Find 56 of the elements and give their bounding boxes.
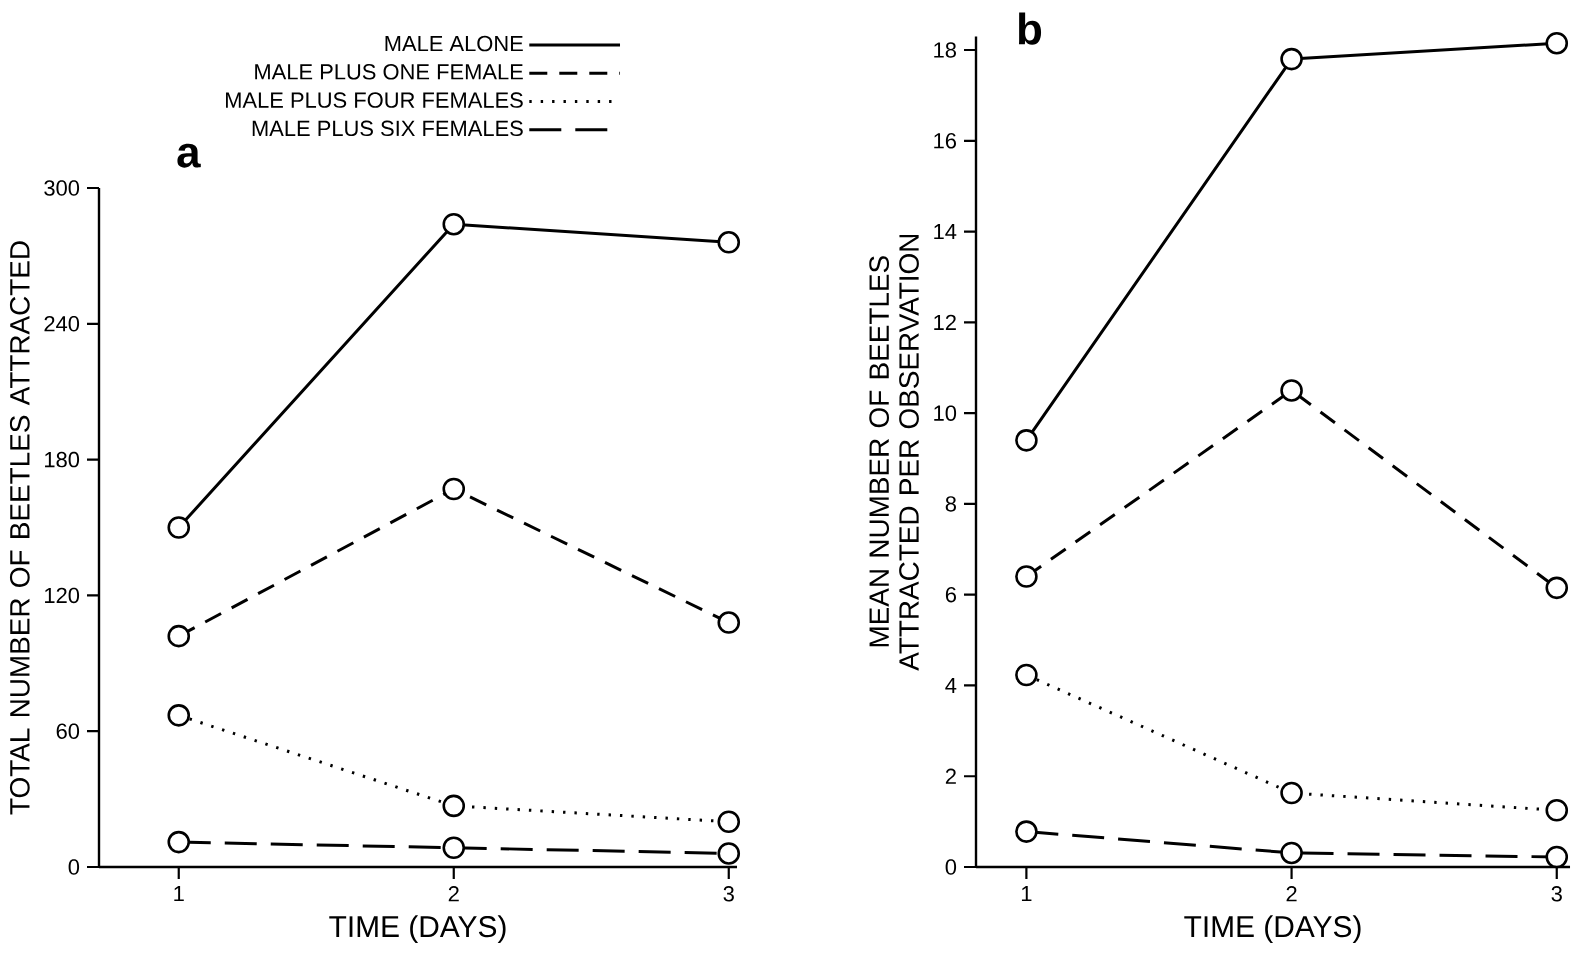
y-tick-label: 60: [56, 723, 80, 739]
y-tick-label: 18: [934, 42, 956, 58]
legend-label: MALE PLUS FOUR FEMALES: [226, 92, 523, 108]
point: [1015, 565, 1038, 588]
y-tick-label: 16: [934, 133, 956, 149]
point: [167, 516, 191, 539]
point: [717, 231, 741, 254]
point: [1280, 841, 1303, 865]
point: [1015, 429, 1038, 452]
point: [717, 611, 741, 634]
y-tick-label: 6: [945, 586, 956, 603]
y-tick-label: 0: [945, 859, 957, 875]
y-tick-label: 4: [945, 677, 957, 693]
legend-label: MALE PLUS ONE FEMALE: [255, 64, 523, 80]
point: [442, 477, 466, 501]
x-tick-label: 3: [1551, 886, 1562, 902]
point: [1015, 663, 1038, 687]
y-tick-label: 8: [945, 496, 956, 512]
point: [717, 810, 741, 834]
point: [442, 794, 466, 818]
x-tick-label: 2: [1286, 886, 1297, 902]
y-tick-label: 14: [934, 224, 957, 240]
y-axis-title: TOTAL NUMBER OF BEETLES ATTRACTED: [9, 241, 30, 815]
y-tick-label: 240: [44, 316, 80, 332]
y-tick-label: 12: [934, 314, 956, 330]
point: [1545, 576, 1569, 600]
point: [1015, 820, 1038, 843]
x-axis-title: TIME (DAYS): [1184, 915, 1361, 944]
point: [1280, 379, 1303, 402]
point: [442, 836, 466, 860]
x-axis-title: TIME (DAYS): [329, 915, 506, 944]
point: [1280, 47, 1303, 71]
y-tick-label: 10: [934, 405, 957, 421]
y-axis-title: MEAN NUMBER OF BEETLES ATTRACTED PER OBSERVATION: [869, 234, 919, 671]
x-tick-label: 3: [723, 886, 734, 902]
chart-title: a: [177, 143, 201, 168]
x-tick-label: 2: [448, 886, 459, 902]
point: [1545, 31, 1569, 55]
point: [442, 212, 466, 236]
point: [717, 842, 741, 865]
point: [167, 624, 191, 648]
y-tick-label: 120: [45, 587, 80, 604]
point: [167, 704, 191, 727]
x-tick-label: 1: [1021, 886, 1032, 902]
legend-label: MALE ALONE: [385, 35, 523, 52]
point: [1545, 798, 1569, 822]
y-tick-label: 180: [45, 451, 80, 468]
point: [167, 830, 191, 854]
point: [1545, 845, 1569, 869]
y-tick-label: 0: [68, 859, 80, 875]
point: [1280, 781, 1303, 805]
chart-title: b: [1018, 12, 1042, 45]
y-tick-label: 2: [945, 768, 956, 784]
legend-label: MALE PLUS SIX FEMALES: [252, 120, 523, 137]
y-tick-label: 300: [44, 180, 80, 196]
x-tick-label: 1: [174, 886, 184, 902]
